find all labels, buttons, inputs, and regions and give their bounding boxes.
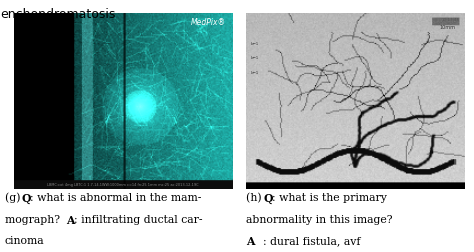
Text: A: A [246,236,255,247]
Text: cinoma: cinoma [5,236,45,246]
Text: : dural fistula, avf: : dural fistula, avf [263,236,361,246]
Text: LBMC:cot 4mg LBTC:1 1.7-14.1WW:1000mm c=14 fn:25 1mm mc:25 ac:2013-12-19C: LBMC:cot 4mg LBTC:1 1.7-14.1WW:1000mm c=… [47,183,199,187]
Text: A: A [66,214,75,226]
Text: 10mm: 10mm [440,25,456,30]
Text: : what is the primary: : what is the primary [272,193,386,203]
Text: MedPix®: MedPix® [191,18,226,27]
Text: : what is abnormal in the mam-: : what is abnormal in the mam- [30,193,202,203]
Text: (g): (g) [5,193,24,203]
Text: (h): (h) [246,193,265,203]
Text: 10:17:45: 10:17:45 [442,18,460,22]
Text: abnormality in this image?: abnormality in this image? [246,214,393,225]
Text: mograph?: mograph? [5,214,63,225]
Text: Q: Q [263,193,273,204]
Text: : infiltrating ductal car-: : infiltrating ductal car- [74,214,202,225]
Text: enchondromatosis: enchondromatosis [0,8,115,21]
Text: Q: Q [22,193,31,204]
Text: L←1: L←1 [251,71,259,75]
Text: L←1: L←1 [251,42,259,46]
Text: L←1: L←1 [251,56,259,60]
